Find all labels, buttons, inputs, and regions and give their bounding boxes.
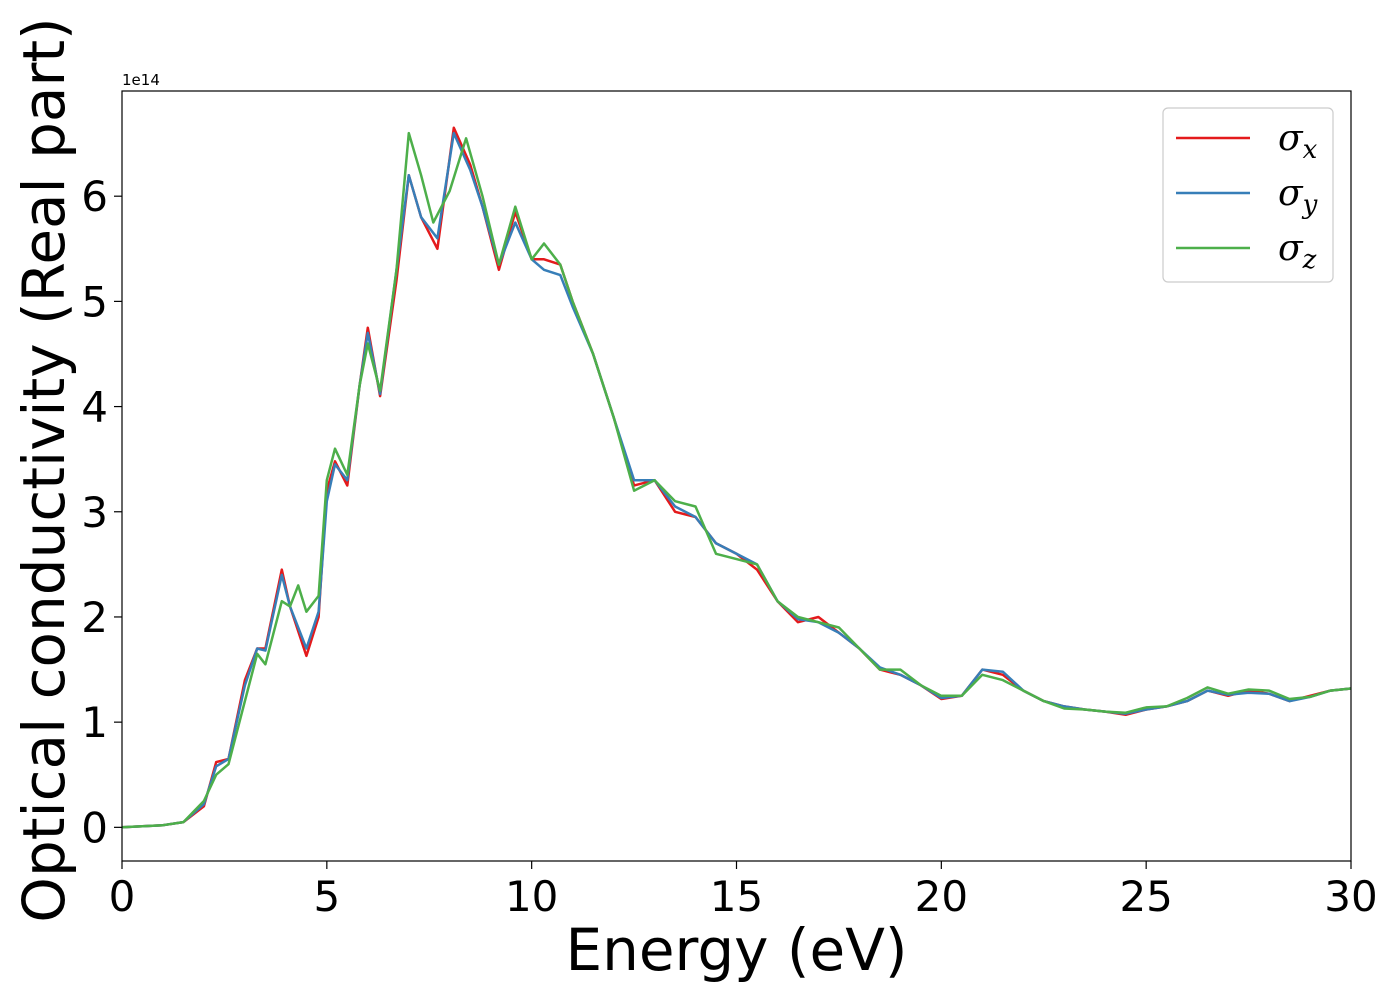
legend: σx σy σz <box>1162 107 1334 283</box>
y-axis: 0 1 2 3 4 5 6 <box>81 172 122 852</box>
y-tick-label: 0 <box>81 803 108 852</box>
x-axis: 0 5 10 15 20 25 30 <box>109 861 1378 921</box>
y-tick-label: 4 <box>81 383 108 432</box>
series-layer <box>121 126 1352 829</box>
y-offset-label: 1e14 <box>122 71 160 89</box>
legend-entry-y: σy <box>1278 173 1318 220</box>
y-tick-label: 1 <box>81 698 108 747</box>
x-tick-label: 15 <box>710 872 763 921</box>
series-line-z <box>121 131 1352 829</box>
x-tick-label: 20 <box>915 872 968 921</box>
x-tick-label: 30 <box>1324 872 1377 921</box>
legend-box <box>1162 107 1334 283</box>
x-tick-label: 0 <box>109 872 136 921</box>
x-tick-label: 25 <box>1119 872 1172 921</box>
x-tick-label: 5 <box>313 872 340 921</box>
x-tick-label: 10 <box>505 872 558 921</box>
y-axis-label: Optical conductivity (Real part) <box>10 17 78 922</box>
y-tick-label: 6 <box>81 172 108 221</box>
legend-entry-z: σz <box>1278 228 1317 275</box>
y-tick-label: 2 <box>81 593 108 642</box>
y-tick-label: 3 <box>81 488 108 537</box>
x-axis-label: Energy (eV) <box>565 916 907 984</box>
legend-entry-x: σx <box>1278 118 1318 165</box>
y-tick-label: 5 <box>81 277 108 326</box>
